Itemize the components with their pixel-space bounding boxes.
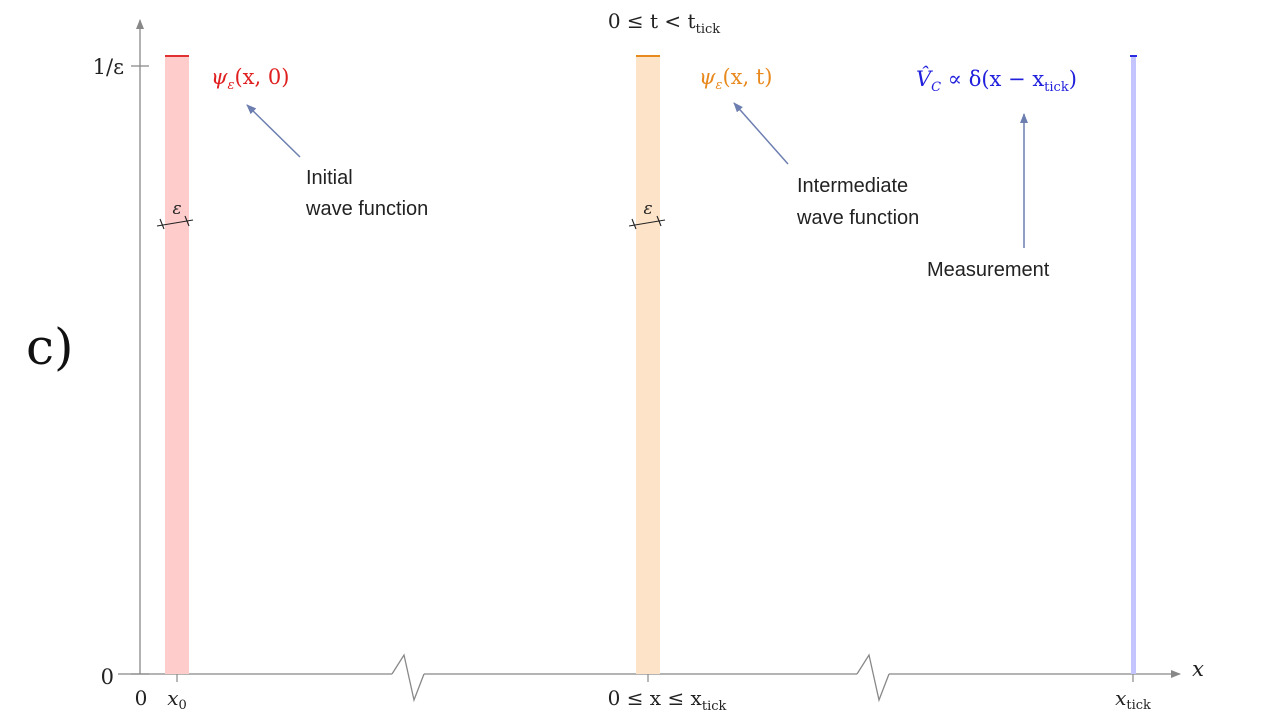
intermediate-width-label: ε — [643, 199, 652, 219]
x-tick-label-x0: x0 — [167, 686, 187, 713]
panel-label: c) — [26, 318, 74, 376]
y-tick-label-zero: 0 — [101, 665, 114, 689]
intermediate-caption: Intermediate wave function — [796, 175, 919, 229]
x-tick-label-range: 0 ≤ x ≤ xtick — [608, 686, 727, 714]
y-tick-label-top: 1/ε — [93, 55, 124, 79]
axis-break-1 — [391, 653, 425, 703]
initial-wave-label: ψε(x, 0) — [211, 65, 289, 93]
measurement-delta-spike — [1131, 56, 1136, 674]
initial-width-tick-right — [184, 215, 190, 227]
initial-caption: Initial wave function — [305, 167, 428, 220]
intermediate-width-tick-left — [631, 218, 637, 230]
x-tick-label-xtick: xtick — [1115, 686, 1151, 713]
initial-width-label: ε — [172, 199, 181, 219]
x-axis-label: x — [1192, 657, 1204, 681]
axis-break-2 — [856, 653, 890, 703]
arrow-to-intermediate-label — [733, 102, 789, 165]
intermediate-width-tick-right — [656, 215, 662, 227]
intermediate-wave-packet — [636, 56, 660, 674]
initial-wave-packet — [165, 56, 189, 674]
intermediate-wave-label: ψε(x, t) — [699, 65, 772, 93]
arrow-to-initial-label — [246, 104, 301, 158]
measurement-caption: Measurement — [927, 259, 1050, 281]
initial-width-tick-left — [159, 218, 165, 230]
time-condition: 0 ≤ t < ttick — [608, 9, 720, 37]
x-origin-label: 0 — [135, 686, 148, 710]
measurement-operator-label: V̂C ∝ δ(x − xtick) — [916, 67, 1077, 95]
